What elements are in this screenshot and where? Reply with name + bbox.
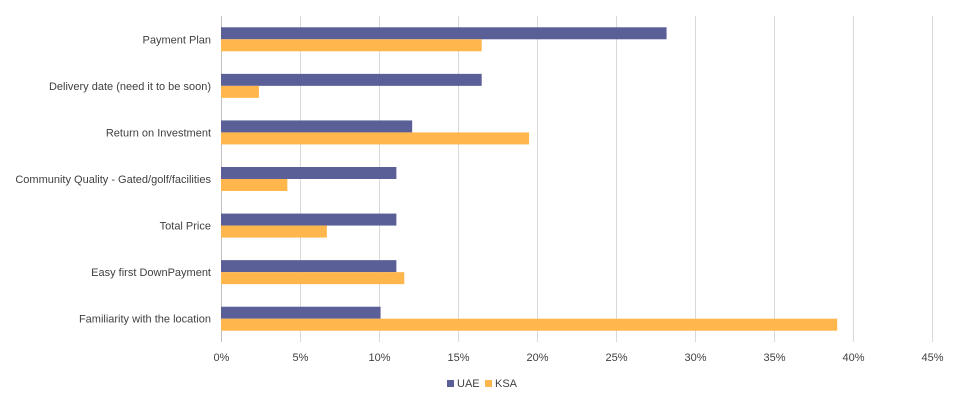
category-label: Delivery date (need it to be soon) bbox=[49, 81, 211, 93]
legend-label: UAE bbox=[457, 378, 480, 390]
category-labels: Payment Plan Delivery date (need it to be… bbox=[15, 34, 211, 325]
legend: UAE KSA bbox=[447, 378, 518, 390]
category-label: Easy first DownPayment bbox=[91, 267, 211, 279]
bars bbox=[221, 27, 838, 331]
category-label: Return on Investment bbox=[106, 127, 211, 139]
bar-ksa bbox=[221, 85, 259, 98]
x-tick-label: 25% bbox=[605, 352, 627, 364]
x-tick-label: 0% bbox=[214, 352, 230, 364]
gridlines bbox=[221, 16, 933, 342]
x-tick-label: 10% bbox=[368, 352, 390, 364]
category-label: Community Quality - Gated/golf/facilitie… bbox=[15, 174, 211, 186]
category-label: Familiarity with the location bbox=[79, 314, 211, 326]
legend-label: KSA bbox=[495, 378, 518, 390]
bar-uae bbox=[221, 306, 381, 319]
x-tick-label: 45% bbox=[921, 352, 943, 364]
bar-uae bbox=[221, 120, 413, 133]
x-tick-label: 30% bbox=[684, 352, 706, 364]
bar-uae bbox=[221, 213, 397, 226]
bar-uae bbox=[221, 260, 397, 273]
bar-ksa bbox=[221, 225, 327, 238]
x-tick-label: 20% bbox=[526, 352, 548, 364]
x-tick-label: 35% bbox=[763, 352, 785, 364]
x-tick-label: 40% bbox=[842, 352, 864, 364]
bar-uae bbox=[221, 73, 482, 86]
bar-uae bbox=[221, 167, 397, 179]
x-tick-label: 5% bbox=[293, 352, 309, 364]
bar-ksa bbox=[221, 39, 482, 52]
bar-ksa bbox=[221, 318, 838, 331]
bar-ksa bbox=[221, 132, 530, 145]
x-tick-labels: 0% 5% 10% 15% 20% 25% 30% 35% 40% 45% bbox=[214, 352, 944, 364]
legend-swatch bbox=[447, 380, 454, 387]
category-label: Total Price bbox=[160, 221, 211, 233]
legend-swatch bbox=[485, 380, 492, 387]
bar-ksa bbox=[221, 179, 288, 191]
bar-ksa bbox=[221, 272, 405, 285]
category-label: Payment Plan bbox=[143, 34, 211, 46]
x-tick-label: 15% bbox=[447, 352, 469, 364]
bar-uae bbox=[221, 27, 667, 40]
